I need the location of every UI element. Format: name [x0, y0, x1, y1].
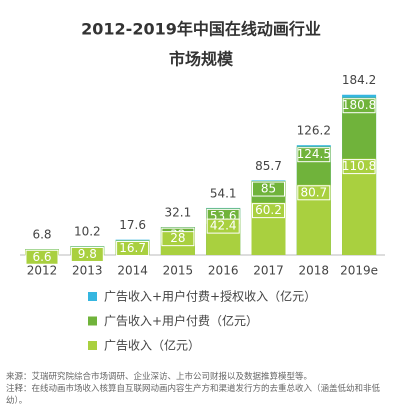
chart: 2012-2019年中国在线动画行业 市场规模 6.8 10.2 17.6 32.1 5…: [20, 20, 385, 353]
value-label-box: [70, 246, 104, 262]
x-tick-label: 2018: [299, 264, 330, 278]
value-label: 32.1: [165, 206, 192, 220]
value-label-box: [116, 240, 150, 256]
value-label: 85: [261, 182, 276, 196]
value-label: 6.6: [32, 250, 51, 264]
value-label: 17.6: [119, 218, 146, 232]
value-label-box: [206, 218, 240, 234]
value-label: 9.8: [78, 247, 97, 261]
x-tick-label: 2012: [27, 264, 58, 278]
bar: [342, 158, 377, 255]
value-label: 124.5: [297, 147, 331, 161]
value-label: 80.7: [300, 185, 327, 199]
legend-label: 广告收入+用户付费+授权收入（亿元）: [104, 289, 316, 304]
value-label: 110.8: [342, 159, 376, 173]
value-label: 184.2: [342, 73, 376, 87]
value-label-box: [25, 249, 59, 265]
value-label-box: [161, 231, 195, 247]
value-label: 10.2: [74, 225, 101, 239]
value-label: 6.8: [32, 228, 51, 242]
footer: 来源：艾瑞研究院综合市场调研、企业深访、上市公司财报以及数据推算模型等。 注释：…: [6, 371, 398, 407]
legend-label: 广告收入+用户付费（亿元）: [104, 313, 258, 328]
legend-label: 广告收入（亿元）: [104, 338, 200, 353]
chart-subtitle: 市场规模: [169, 50, 234, 69]
value-label: 42.4: [210, 219, 237, 233]
x-tick-label: 2013: [72, 264, 103, 278]
value-label: 16.7: [119, 241, 146, 255]
value-label-box: [252, 181, 285, 197]
value-label: 60.2: [255, 203, 282, 217]
legend-swatch: [88, 341, 97, 350]
legend-swatch: [88, 292, 97, 301]
value-label: 54.1: [210, 186, 237, 200]
x-tick-label: 2015: [163, 264, 194, 278]
value-label-box: [297, 185, 331, 201]
source: 来源：艾瑞研究院综合市场调研、企业深访、上市公司财报以及数据推算模型等。: [6, 372, 313, 382]
note: 注释：在线动画市场收入核算自互联网动画内容生产方和渠道发行方的去重总收入（涵盖低…: [6, 384, 381, 406]
value-label: 28: [170, 231, 185, 245]
x-tick-label: 2019e: [340, 264, 378, 278]
legend-swatch: [88, 316, 97, 326]
value-label-box: [252, 203, 285, 219]
value-label: 85.7: [255, 159, 282, 173]
value-label: 180.8: [342, 98, 376, 112]
value-label-box: [342, 98, 376, 114]
value-label-box: [297, 147, 331, 163]
x-tick-label: 2014: [117, 264, 148, 278]
value-label-box: [342, 159, 376, 175]
x-tick-label: 2016: [208, 264, 239, 278]
value-label: 126.2: [297, 124, 331, 138]
chart-title: 2012-2019年中国在线动画行业: [81, 20, 321, 39]
x-tick-label: 2017: [253, 264, 284, 278]
